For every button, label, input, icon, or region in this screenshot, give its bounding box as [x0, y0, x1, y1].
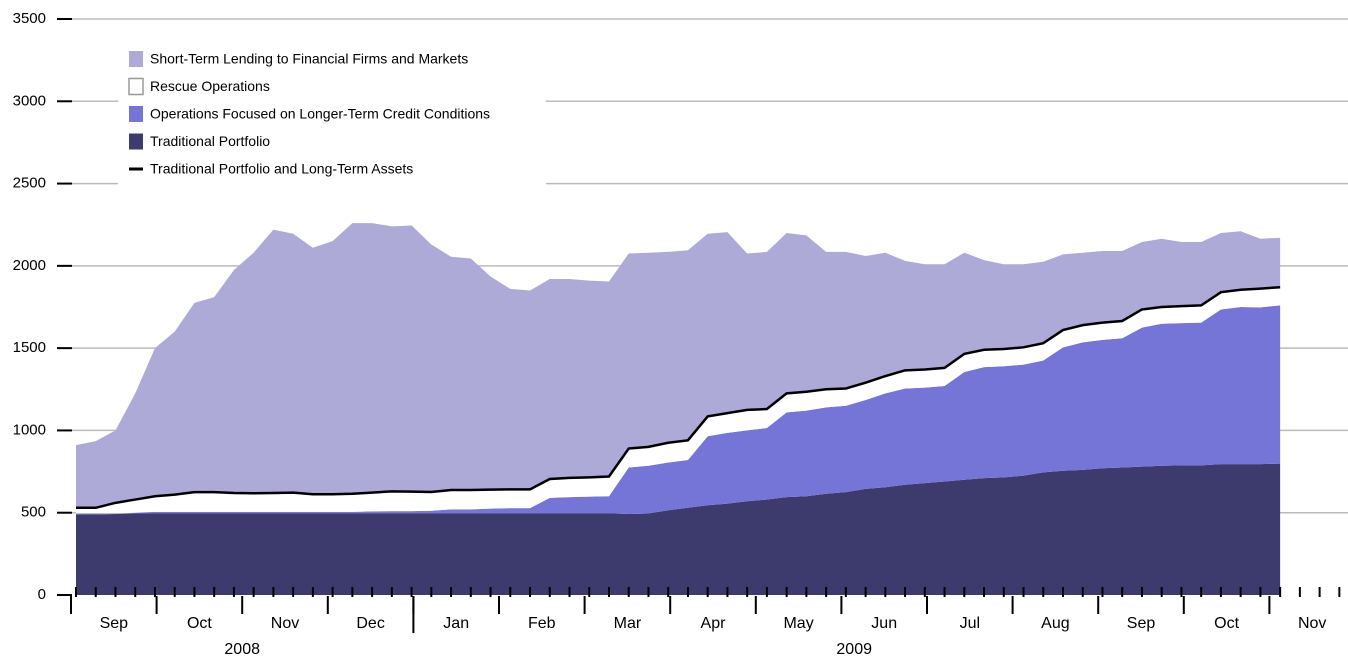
- legend-swatch: [129, 51, 143, 67]
- y-tick-label: 500: [21, 504, 46, 521]
- y-tick-label: 3500: [13, 10, 46, 27]
- x-tick-label: Aug: [1041, 615, 1069, 632]
- legend-swatch: [128, 77, 144, 96]
- x-tick-label: Oct: [1214, 615, 1239, 632]
- x-tick-label: Jun: [871, 615, 897, 632]
- y-tick-label: 1500: [13, 339, 46, 356]
- legend-label: Traditional Portfolio: [150, 133, 270, 149]
- legend-label: Operations Focused on Longer-Term Credit…: [150, 106, 490, 122]
- legend-label: Short-Term Lending to Financial Firms an…: [150, 51, 468, 67]
- x-tick-label: Oct: [187, 615, 212, 632]
- legend-label: Rescue Operations: [150, 78, 270, 94]
- x-tick-label: Jul: [960, 615, 980, 632]
- legend-label: Traditional Portfolio and Long-Term Asse…: [150, 161, 413, 177]
- area: [76, 287, 1281, 514]
- y-tick-label: 1000: [13, 421, 46, 438]
- x-tick-label: Sep: [1127, 615, 1156, 632]
- line: [76, 286, 1281, 510]
- x-tick-label: Apr: [701, 615, 727, 632]
- y-tick-label: 2000: [13, 257, 46, 274]
- y-tick-label: 2500: [13, 175, 46, 192]
- x-tick-label: May: [783, 615, 813, 632]
- x-tick-label: Mar: [614, 615, 642, 632]
- x-tick-label: Jan: [443, 615, 469, 632]
- x-tick-label: Feb: [528, 615, 556, 632]
- y-tick-label: 0: [38, 586, 46, 603]
- year-label: 2009: [836, 641, 872, 658]
- x-tick-label: Dec: [356, 615, 384, 632]
- year-label: 2008: [224, 641, 260, 658]
- x-tick-label: Sep: [100, 615, 129, 632]
- legend-swatch: [129, 133, 143, 150]
- area: [76, 223, 1281, 508]
- legend-swatch: [129, 106, 143, 122]
- area: [76, 305, 1281, 515]
- area: [76, 463, 1281, 595]
- x-tick-label: Nov: [271, 615, 299, 632]
- y-tick-label: 3000: [13, 92, 46, 109]
- x-tick-label: Nov: [1298, 615, 1326, 632]
- legend-box: [118, 42, 546, 185]
